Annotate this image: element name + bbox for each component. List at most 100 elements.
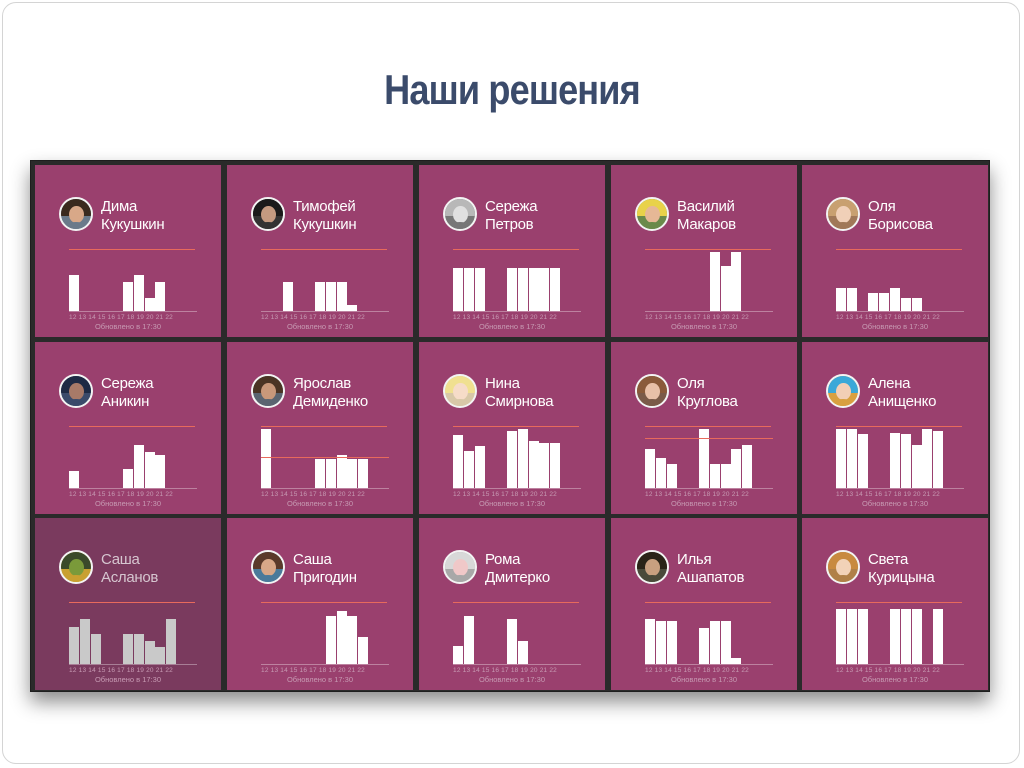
solution-card[interactable]: Тимофей Кукушкин 12 13 14 15 16 17 18 19 2… — [227, 165, 413, 337]
avatar — [635, 374, 669, 408]
avatar — [59, 197, 93, 231]
updated-label: Обновлено в 17:30 — [94, 675, 162, 684]
activity-bar — [890, 609, 900, 664]
activity-bar — [710, 464, 720, 488]
activity-chart — [453, 251, 581, 312]
solution-card[interactable]: Сережа Аникин 12 13 14 15 16 17 18 19 20 2… — [35, 342, 221, 514]
activity-bar — [453, 268, 463, 311]
first-name: Оля — [868, 198, 896, 215]
hour-ticks: 12 13 14 15 16 17 18 19 20 21 22 — [69, 491, 173, 498]
activity-bar — [742, 445, 752, 488]
hour-ticks: 12 13 14 15 16 17 18 19 20 21 22 — [645, 314, 749, 321]
person-name: Илья Ашапатов — [677, 551, 744, 587]
activity-chart — [261, 428, 389, 489]
activity-bar — [847, 429, 857, 488]
solution-card[interactable]: Саша Асланов 12 13 14 15 16 17 18 19 20 21… — [35, 518, 221, 690]
solution-card[interactable]: Ярослав Демиденко 12 13 14 15 16 17 18 19 … — [227, 342, 413, 514]
solution-card[interactable]: Сережа Петров 12 13 14 15 16 17 18 19 20 2… — [419, 165, 605, 337]
person-name: Света Курицына — [868, 551, 935, 587]
activity-bar — [912, 445, 922, 488]
solutions-grid: Дима Кукушкин 12 13 14 15 16 17 18 19 20 2… — [30, 160, 990, 692]
activity-bar — [464, 616, 474, 664]
hour-ticks: 12 13 14 15 16 17 18 19 20 21 22 — [261, 314, 365, 321]
avatar — [251, 374, 285, 408]
avatar — [635, 550, 669, 584]
solution-card[interactable]: Оля Круглова 12 13 14 15 16 17 18 19 20 21… — [611, 342, 797, 514]
solution-card[interactable]: Саша Пригодин 12 13 14 15 16 17 18 19 20 2… — [227, 518, 413, 690]
solution-card[interactable]: Оля Борисова 12 13 14 15 16 17 18 19 20 21… — [802, 165, 988, 337]
activity-bar — [347, 459, 357, 488]
first-name: Сережа — [101, 375, 154, 392]
activity-bar — [539, 268, 549, 311]
updated-label: Обновлено в 17:30 — [670, 675, 738, 684]
first-name: Тимофей — [293, 198, 356, 215]
activity-bar — [529, 268, 539, 311]
last-name: Смирнова — [485, 393, 554, 410]
threshold-line — [453, 602, 579, 603]
person-name: Дима Кукушкин — [101, 198, 165, 234]
solution-card[interactable]: Василий Макаров 12 13 14 15 16 17 18 19 20… — [611, 165, 797, 337]
solution-card[interactable]: Дима Кукушкин 12 13 14 15 16 17 18 19 20 2… — [35, 165, 221, 337]
threshold-line — [645, 249, 771, 250]
updated-label: Обновлено в 17:30 — [670, 499, 738, 508]
activity-chart — [453, 428, 581, 489]
first-name: Света — [868, 551, 909, 568]
activity-bar — [721, 464, 731, 488]
last-name: Борисова — [868, 216, 933, 233]
activity-bar — [80, 619, 90, 664]
solution-card[interactable]: Нина Смирнова 12 13 14 15 16 17 18 19 20 2… — [419, 342, 605, 514]
activity-bar — [721, 266, 731, 311]
updated-label: Обновлено в 17:30 — [94, 322, 162, 331]
activity-bar — [155, 455, 165, 488]
activity-bar — [721, 621, 731, 664]
threshold-line — [261, 249, 387, 250]
updated-label: Обновлено в 17:30 — [478, 499, 546, 508]
solution-card[interactable]: Рома Дмитерко 12 13 14 15 16 17 18 19 20 2… — [419, 518, 605, 690]
activity-bar — [868, 293, 878, 311]
hour-ticks: 12 13 14 15 16 17 18 19 20 21 22 — [453, 314, 557, 321]
activity-bar — [836, 429, 846, 488]
updated-label: Обновлено в 17:30 — [861, 322, 929, 331]
activity-chart — [836, 604, 964, 665]
activity-bar — [731, 252, 741, 311]
first-name: Оля — [677, 375, 705, 392]
activity-bar — [836, 609, 846, 664]
activity-bar — [645, 619, 655, 664]
page-title: Наши решения — [384, 66, 641, 113]
last-name: Демиденко — [293, 393, 368, 410]
activity-bar — [922, 429, 932, 488]
avatar — [251, 550, 285, 584]
activity-bar — [847, 288, 857, 311]
last-name: Пригодин — [293, 569, 357, 586]
avatar — [826, 550, 860, 584]
threshold-line — [69, 249, 195, 250]
activity-bar — [326, 282, 336, 311]
first-name: Ярослав — [293, 375, 351, 392]
hour-ticks: 12 13 14 15 16 17 18 19 20 21 22 — [836, 667, 940, 674]
activity-chart — [645, 604, 773, 665]
activity-bar — [69, 471, 79, 488]
hour-ticks: 12 13 14 15 16 17 18 19 20 21 22 — [261, 491, 365, 498]
person-name: Оля Круглова — [677, 375, 738, 411]
solution-card[interactable]: Света Курицына 12 13 14 15 16 17 18 19 20 … — [802, 518, 988, 690]
activity-bar — [933, 609, 943, 664]
activity-chart — [453, 604, 581, 665]
avatar — [59, 374, 93, 408]
first-name: Саша — [101, 551, 140, 568]
last-name: Курицына — [868, 569, 935, 586]
person-name: Ярослав Демиденко — [293, 375, 368, 411]
activity-bar — [358, 459, 368, 488]
hour-ticks: 12 13 14 15 16 17 18 19 20 21 22 — [453, 667, 557, 674]
updated-label: Обновлено в 17:30 — [478, 322, 546, 331]
hour-ticks: 12 13 14 15 16 17 18 19 20 21 22 — [645, 491, 749, 498]
activity-bar — [710, 621, 720, 664]
solution-card[interactable]: Илья Ашапатов 12 13 14 15 16 17 18 19 20 2… — [611, 518, 797, 690]
person-name: Саша Пригодин — [293, 551, 357, 587]
person-name: Оля Борисова — [868, 198, 933, 234]
solution-card[interactable]: Алена Анищенко 12 13 14 15 16 17 18 19 20 … — [802, 342, 988, 514]
activity-bar — [507, 268, 517, 311]
avatar — [59, 550, 93, 584]
activity-bar — [475, 268, 485, 311]
threshold-line — [836, 249, 962, 250]
last-name: Кукушкин — [101, 216, 165, 233]
